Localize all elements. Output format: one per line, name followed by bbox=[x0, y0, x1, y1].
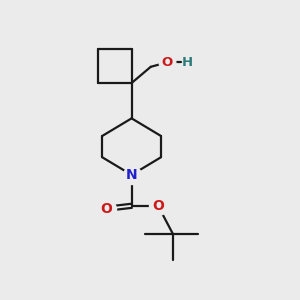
Text: O: O bbox=[161, 56, 172, 69]
Text: O: O bbox=[152, 199, 164, 213]
Text: N: N bbox=[126, 168, 137, 182]
Text: O: O bbox=[100, 202, 112, 216]
Text: H: H bbox=[182, 56, 193, 69]
